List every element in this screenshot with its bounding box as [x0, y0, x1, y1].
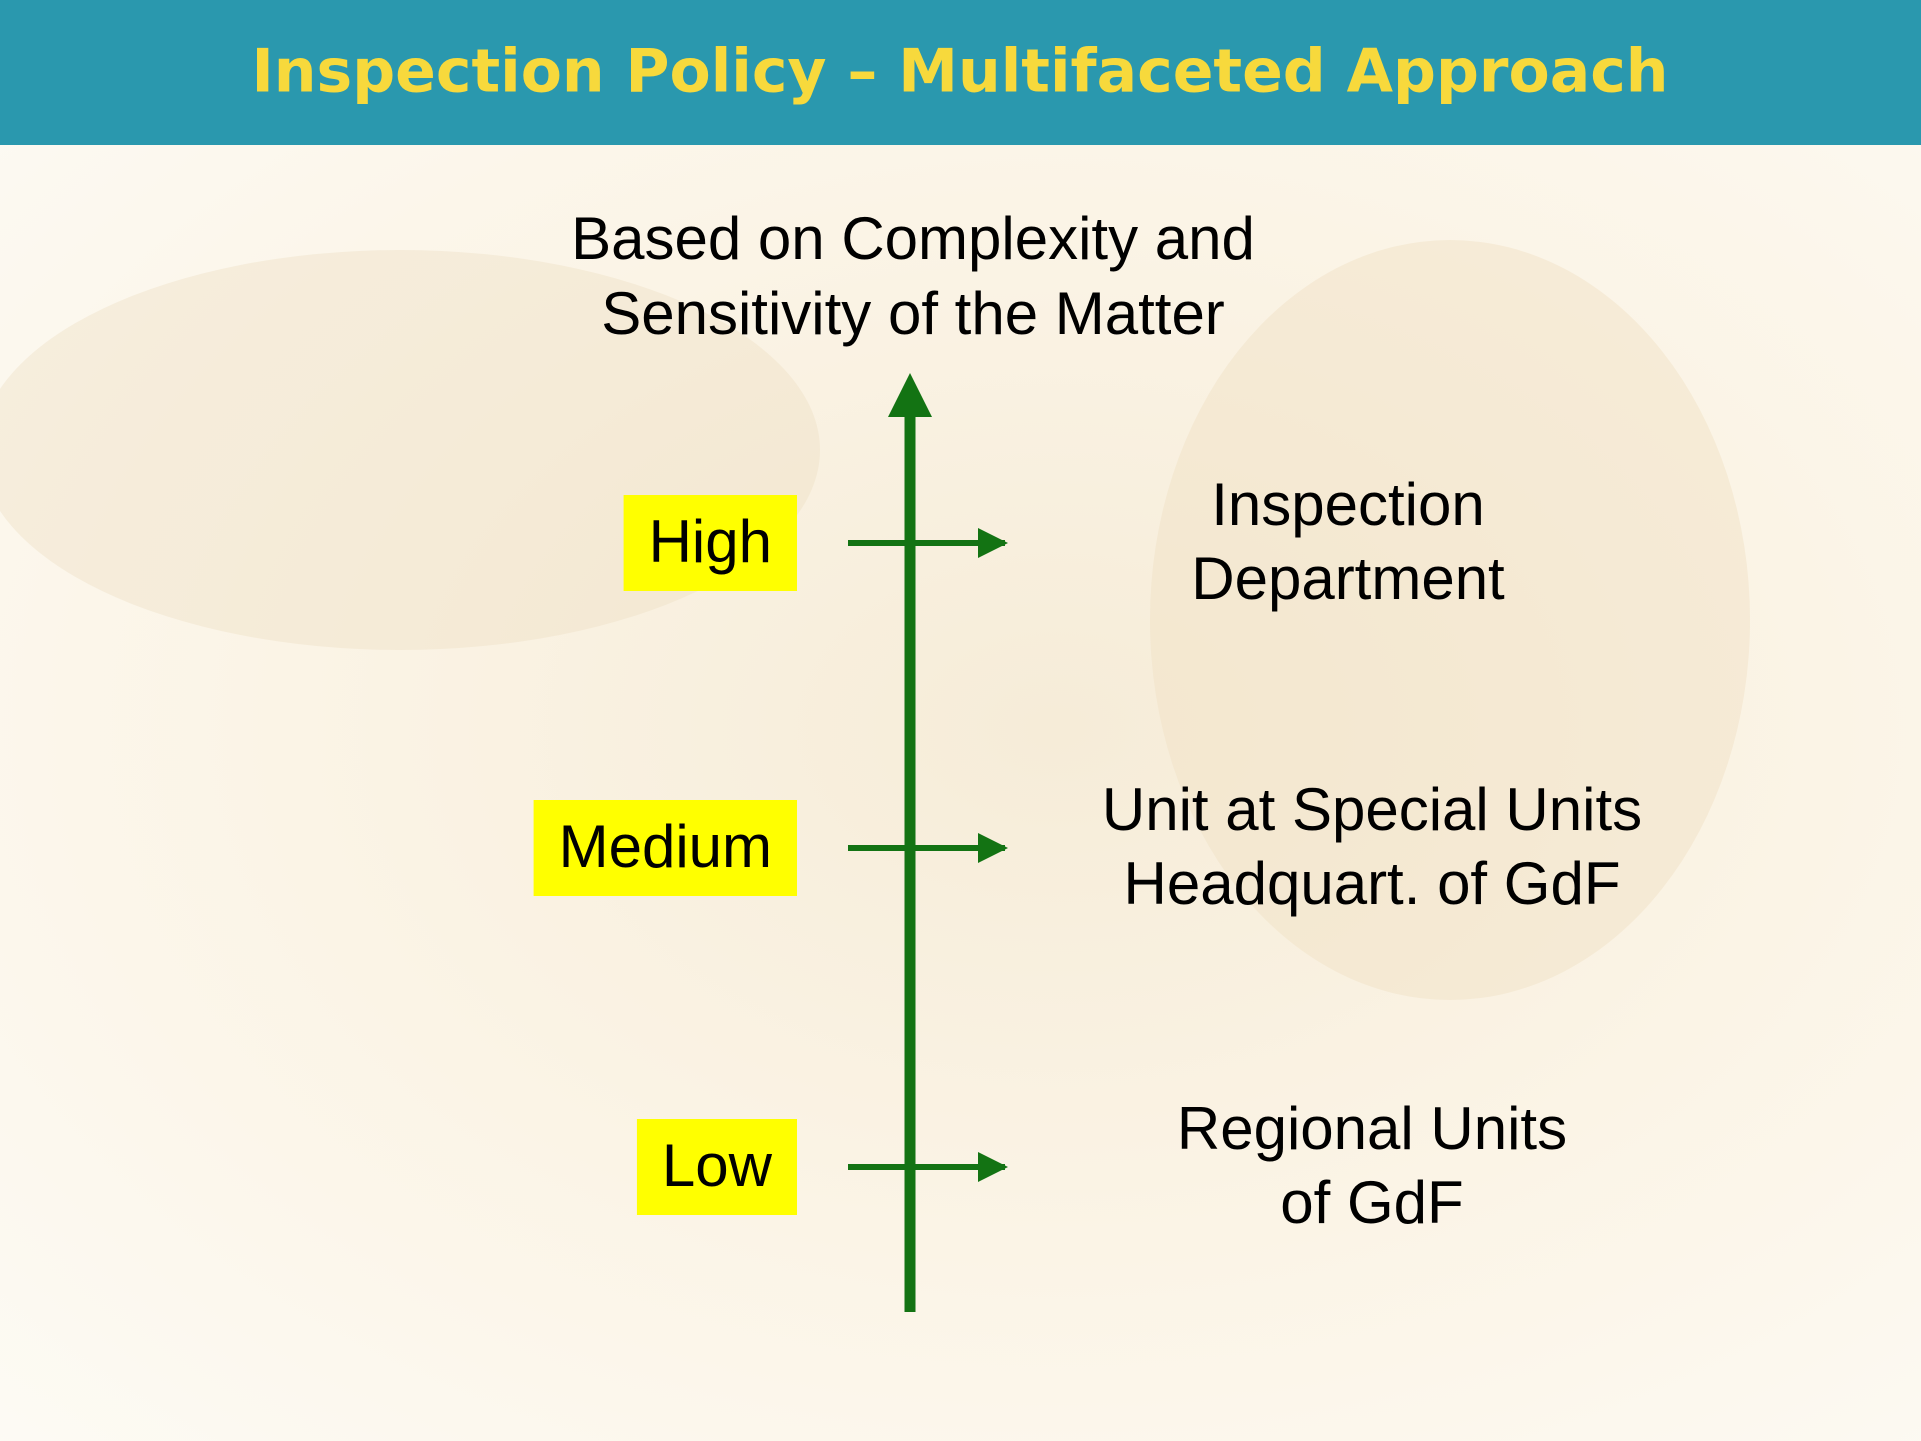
level-label: Medium: [559, 813, 772, 880]
slide-title: Inspection Policy – Multifaceted Approac…: [251, 37, 1668, 107]
unit-label: Regional Units: [1177, 1095, 1567, 1162]
unit-label: of GdF: [1280, 1169, 1463, 1236]
axis-label: Based on Complexity and: [571, 205, 1255, 272]
unit-label: Headquart. of GdF: [1124, 850, 1621, 917]
axis-label: Sensitivity of the Matter: [601, 280, 1225, 347]
unit-label: Inspection: [1211, 471, 1485, 538]
level-label: High: [649, 508, 772, 575]
unit-label: Department: [1191, 545, 1505, 612]
level-label: Low: [662, 1132, 773, 1199]
slide: Inspection Policy – Multifaceted Approac…: [0, 0, 1921, 1441]
unit-label: Unit at Special Units: [1102, 776, 1642, 843]
